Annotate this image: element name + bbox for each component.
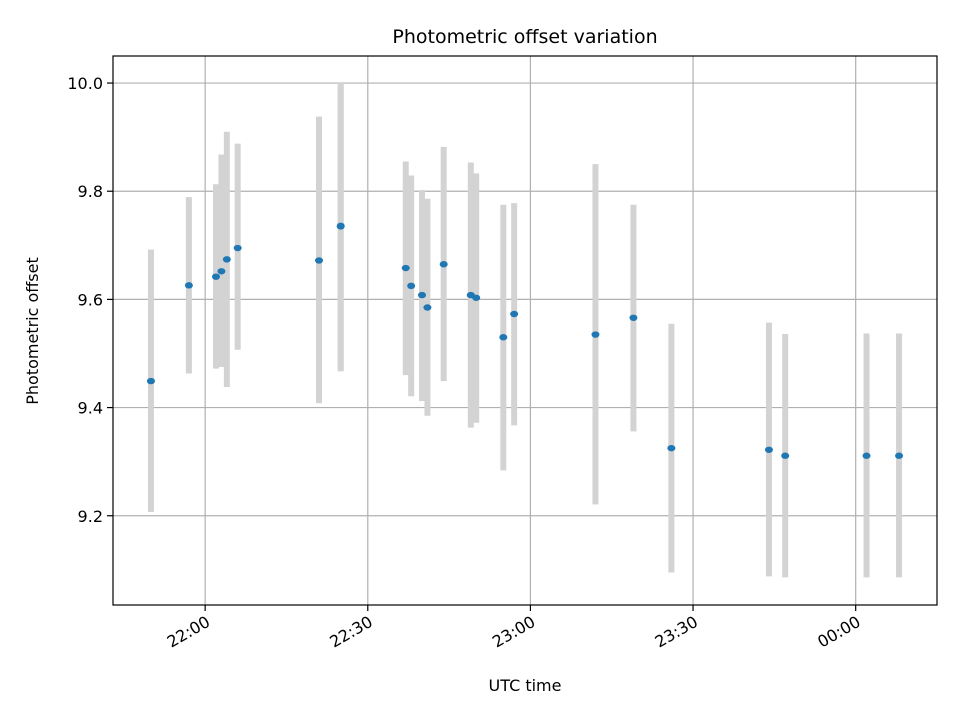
data-point [222, 256, 231, 263]
y-tick-label: 9.4 [78, 399, 103, 418]
y-tick-label: 10.0 [67, 74, 103, 93]
data-point [184, 282, 193, 289]
data-point [407, 282, 416, 290]
y-tick-label: 9.8 [78, 182, 103, 201]
data-point [781, 452, 790, 459]
data-point [510, 310, 519, 318]
y-tick-label: 9.2 [78, 507, 103, 526]
data-point [862, 452, 871, 459]
y-axis-label: Photometric offset [23, 257, 42, 405]
data-point [146, 377, 155, 385]
data-point [895, 452, 904, 459]
plot-frame [112, 55, 938, 606]
chart-title: Photometric offset variation [392, 26, 657, 48]
data-point [423, 304, 432, 311]
data-point [499, 334, 508, 341]
data-point [212, 273, 220, 280]
data-points [146, 222, 904, 459]
data-point [667, 444, 676, 452]
y-tick-label: 9.6 [78, 290, 103, 309]
x-axis-label: UTC time [489, 676, 562, 695]
data-point [315, 257, 323, 264]
data-point [472, 294, 481, 301]
data-point [418, 291, 426, 299]
data-point [764, 446, 773, 453]
data-point [233, 244, 242, 252]
data-point [629, 314, 638, 321]
data-point [217, 268, 226, 275]
data-point [401, 264, 410, 272]
grid [113, 56, 937, 605]
y-axis-ticks: 9.2 9.4 9.6 9.8 10.0 [67, 74, 113, 526]
data-point [439, 261, 448, 268]
data-point [336, 223, 345, 230]
data-point [591, 331, 600, 338]
